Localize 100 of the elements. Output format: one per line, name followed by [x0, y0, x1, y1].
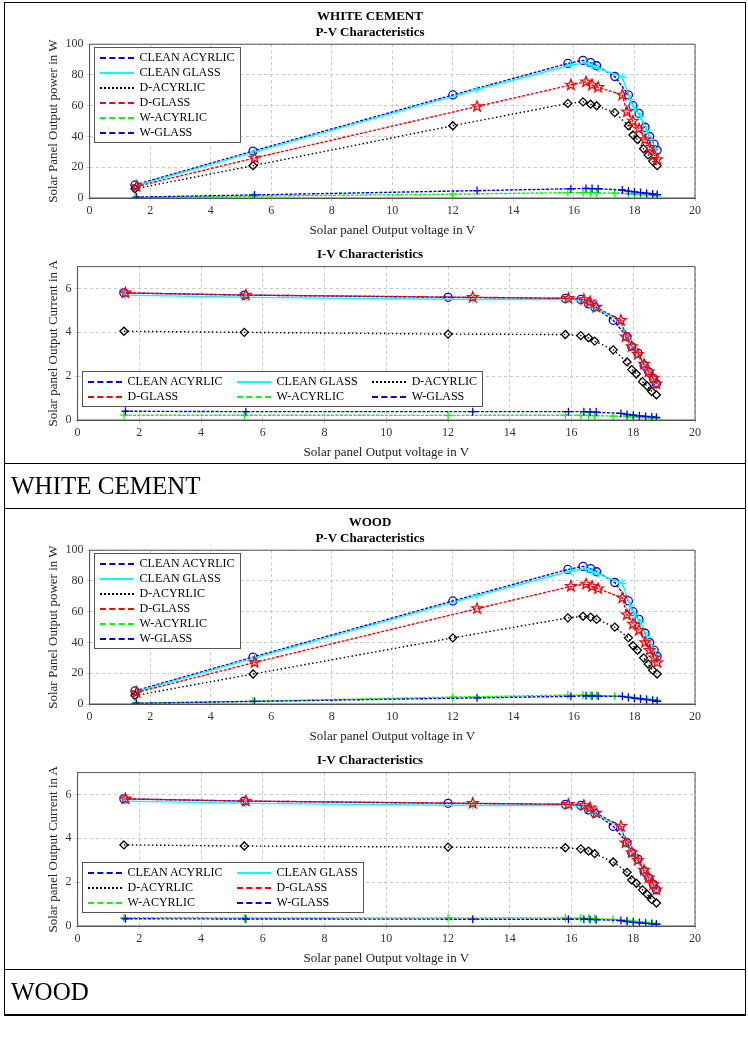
legend-label: D-ACYRLIC [139, 586, 205, 602]
x-tick-label: 16 [565, 931, 578, 946]
y-tick-label: 6 [65, 280, 72, 295]
legend-label: CLEAN ACYRLIC [139, 50, 235, 66]
x-axis-title: Solar panel Output voltage in V [303, 949, 470, 965]
y-tick-label: 0 [65, 412, 72, 427]
chart-subtitle: P-V Characteristics [315, 23, 425, 39]
x-tick-label: 2 [136, 425, 143, 440]
x-tick-label: 20 [689, 203, 701, 218]
x-tick-label: 4 [207, 709, 214, 724]
x-tick-label: 6 [259, 425, 266, 440]
y-tick-label: 100 [65, 542, 84, 557]
x-tick-label: 12 [446, 709, 459, 724]
legend-label: D-ACYRLIC [139, 80, 205, 96]
y-axis-title: Solar Panel Output power in W [45, 544, 61, 709]
y-tick-label: 20 [71, 159, 84, 174]
legend-label: W-ACYRLIC [276, 389, 344, 404]
x-tick-label: 20 [689, 425, 701, 440]
y-tick-label: 4 [65, 324, 72, 339]
x-tick-label: 14 [503, 425, 516, 440]
text: WHITE CEMENT [5, 463, 745, 509]
legend-label: D-GLASS [139, 601, 191, 617]
y-tick-label: 0 [65, 918, 72, 933]
x-tick-label: 8 [328, 203, 335, 218]
y-tick-label: 2 [65, 368, 72, 383]
x-tick-label: 18 [627, 425, 640, 440]
y-tick-label: 80 [71, 67, 84, 82]
x-tick-label: 6 [259, 931, 266, 946]
legend-label: CLEAN ACYRLIC [127, 374, 223, 389]
x-axis-title: Solar panel Output voltage in V [309, 727, 476, 743]
legend-label: CLEAN GLASS [139, 571, 221, 587]
legend-label: D-GLASS [127, 389, 179, 404]
y-tick-label: 40 [71, 128, 84, 143]
legend-label: D-ACYRLIC [127, 880, 193, 895]
y-tick-label: 2 [65, 874, 72, 889]
legend-label: D-ACYRLIC [411, 374, 477, 389]
legend-label: CLEAN ACYRLIC [127, 865, 223, 880]
x-axis-title: Solar panel Output voltage in V [309, 221, 476, 237]
y-tick-label: 60 [71, 97, 84, 112]
legend-label: W-GLASS [276, 895, 330, 910]
y-tick-label: 0 [77, 696, 84, 711]
x-tick-label: 10 [380, 425, 393, 440]
x-tick-label: 2 [147, 203, 154, 218]
x-tick-label: 20 [689, 931, 701, 946]
x-tick-label: 2 [136, 931, 143, 946]
x-tick-label: 10 [386, 203, 399, 218]
y-tick-label: 60 [71, 603, 84, 618]
x-tick-label: 4 [198, 931, 205, 946]
y-tick-label: 20 [71, 665, 84, 680]
x-tick-label: 8 [321, 425, 328, 440]
x-tick-label: 12 [442, 425, 455, 440]
x-tick-label: 18 [628, 203, 641, 218]
x-tick-label: 12 [446, 203, 459, 218]
y-tick-label: 80 [71, 573, 84, 588]
x-tick-label: 14 [507, 709, 520, 724]
x-tick-label: 10 [386, 709, 399, 724]
x-tick-label: 16 [565, 425, 578, 440]
x-tick-label: 14 [503, 931, 516, 946]
x-tick-label: 6 [268, 203, 275, 218]
legend-label: CLEAN GLASS [276, 865, 358, 880]
chart-subtitle: P-V Characteristics [315, 529, 425, 545]
chart-title: WOOD [348, 514, 392, 530]
x-tick-label: 16 [567, 203, 580, 218]
x-tick-label: 10 [380, 931, 393, 946]
y-tick-label: 40 [71, 634, 84, 649]
y-tick-label: 4 [65, 830, 72, 845]
legend-label: D-GLASS [276, 880, 328, 895]
legend-label: CLEAN ACYRLIC [139, 556, 235, 572]
text: WOOD [5, 969, 745, 1015]
x-tick-label: 2 [147, 709, 154, 724]
x-tick-label: 16 [567, 709, 580, 724]
legend-label: W-GLASS [139, 125, 193, 141]
y-axis-title: Solar panel Output Current in A [45, 765, 61, 933]
x-tick-label: 8 [321, 931, 328, 946]
legend-label: CLEAN GLASS [139, 65, 221, 81]
x-tick-label: 4 [198, 425, 205, 440]
chart-title: I-V Characteristics [316, 752, 424, 768]
legend-label: W-ACYRLIC [139, 616, 207, 632]
x-tick-label: 14 [507, 203, 520, 218]
x-tick-label: 4 [207, 203, 214, 218]
chart-title: WHITE CEMENT [317, 8, 424, 24]
y-axis-title: Solar Panel Output power in W [45, 38, 61, 203]
x-tick-label: 8 [328, 709, 335, 724]
legend-label: W-GLASS [139, 631, 193, 647]
y-tick-label: 6 [65, 786, 72, 801]
x-tick-label: 20 [689, 709, 701, 724]
legend-label: CLEAN GLASS [276, 374, 358, 389]
x-tick-label: 12 [442, 931, 455, 946]
legend-label: W-ACYRLIC [127, 895, 195, 910]
y-tick-label: 0 [77, 190, 84, 205]
x-axis-title: Solar panel Output voltage in V [303, 443, 470, 459]
legend-label: W-ACYRLIC [139, 110, 207, 126]
legend-label: D-GLASS [139, 95, 191, 111]
y-tick-label: 100 [65, 36, 84, 51]
x-tick-label: 18 [628, 709, 641, 724]
y-axis-title: Solar panel Output Current in A [45, 259, 61, 427]
x-tick-label: 6 [268, 709, 275, 724]
chart-title: I-V Characteristics [316, 246, 424, 262]
legend-label: W-GLASS [411, 389, 465, 404]
x-tick-label: 18 [627, 931, 640, 946]
